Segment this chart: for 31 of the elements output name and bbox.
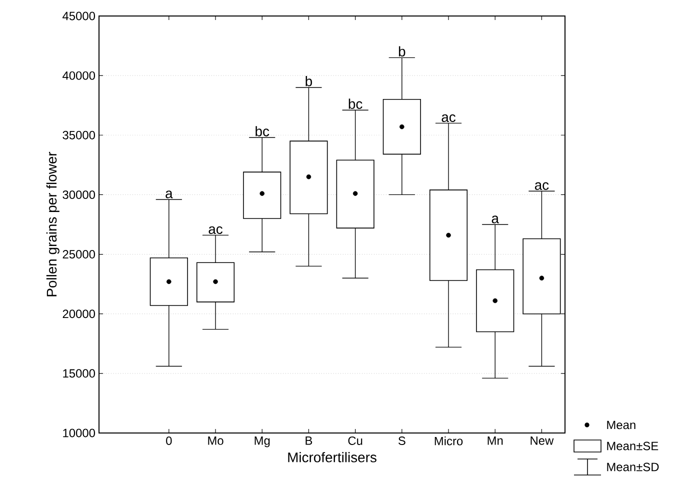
y-tick-label: 10000 xyxy=(63,428,96,438)
y-axis-title: Pollen grains per flower xyxy=(46,152,60,296)
text: Mean±SE xyxy=(607,442,658,450)
y-tick-label: 25000 xyxy=(62,250,96,258)
annotation: bc xyxy=(256,126,270,136)
x-axis-title: Microfertilisers xyxy=(288,452,376,462)
x-tick-label: 0 xyxy=(166,436,172,445)
annotation: a xyxy=(492,216,499,224)
annotation: a xyxy=(166,190,173,198)
y-tick-label: 40000 xyxy=(62,71,96,80)
x-tick-label: Mn xyxy=(488,436,503,445)
x-tick-label: Micro xyxy=(434,436,463,446)
x-tick-label: Cu xyxy=(348,436,362,445)
y-tick-label: 45000 xyxy=(62,12,96,20)
x-tick-label: Mg xyxy=(254,436,270,448)
annotation: b xyxy=(398,46,406,56)
x-tick-label: New xyxy=(530,436,554,445)
annotation: bc xyxy=(348,98,362,109)
text: Mean xyxy=(607,420,636,430)
y-tick-label: 35000 xyxy=(62,130,96,140)
x-tick-label: B xyxy=(306,436,312,445)
annotation: b xyxy=(306,76,312,86)
text: Mean±SD xyxy=(607,462,659,472)
x-tick-label: Mo xyxy=(208,436,224,445)
x-tick-label: S xyxy=(398,436,406,445)
annotation: ac xyxy=(442,114,456,122)
annotation: ac xyxy=(208,226,223,234)
y-tick-label: 20000 xyxy=(62,310,96,318)
annotation: ac xyxy=(534,182,549,190)
y-tick-label: 30000 xyxy=(62,190,96,199)
y-tick-label: 15000 xyxy=(63,369,96,378)
